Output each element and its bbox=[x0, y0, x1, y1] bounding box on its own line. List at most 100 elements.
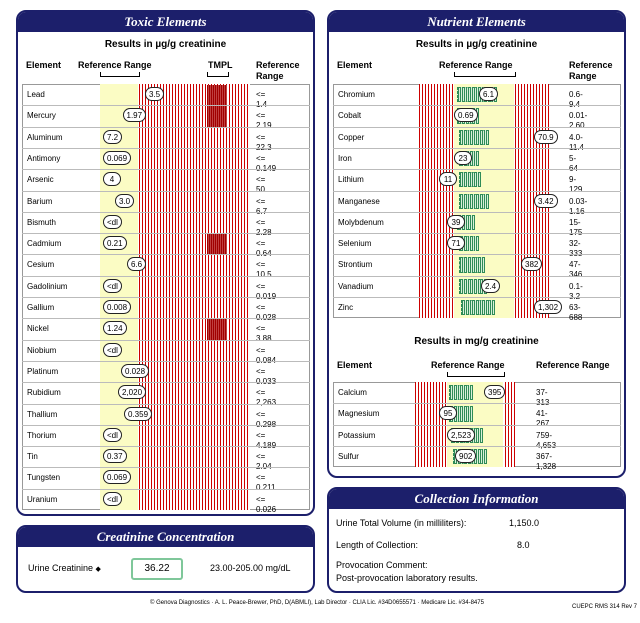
toxic-element-name: Cesium bbox=[27, 260, 55, 270]
nutrient-row-line bbox=[333, 233, 621, 235]
nutrient-reference-value: 759-4,653 bbox=[536, 430, 556, 450]
toxic-result-oval: <dl bbox=[103, 491, 122, 506]
nutrient-element-name: Molybdenum bbox=[338, 217, 384, 227]
nutrient-reference-value: 0.03-1.16 bbox=[569, 196, 588, 216]
nutrient-element-name: Selenium bbox=[338, 239, 372, 249]
creatinine-range: 23.00-205.00 mg/dL bbox=[210, 563, 291, 573]
nutrient-range-bar bbox=[449, 385, 473, 401]
nutrient-col-ref: Reference Range bbox=[569, 60, 613, 81]
toxic-element-name: Mercury bbox=[27, 111, 56, 121]
nutrient-result-oval: 1,302 bbox=[534, 300, 563, 314]
toxic-result-oval: <dl bbox=[103, 278, 122, 293]
nutrient-reference-value: 32-333 bbox=[569, 239, 582, 258]
toxic-row-line bbox=[22, 403, 310, 405]
nutrient-range-bar bbox=[461, 300, 495, 316]
comment-value: Post-provocation laboratory results. bbox=[336, 573, 478, 583]
toxic-element-name: Antimony bbox=[27, 153, 61, 163]
toxic-elements-panel: Toxic Elements Results in µg/g creatinin… bbox=[16, 10, 315, 516]
nutrient-reference-value: 15-175 bbox=[569, 217, 582, 237]
nutrient-element-name: Iron bbox=[338, 153, 352, 163]
nutrient-result-oval: 3.42 bbox=[534, 193, 558, 208]
nutrient-reference-value: 0.6-9.4 bbox=[569, 90, 583, 109]
nutrient-subtitle: Results in µg/g creatinine bbox=[415, 39, 538, 50]
toxic-reference-value: <= 0.149 bbox=[256, 153, 276, 173]
nutrient-row-line bbox=[333, 297, 621, 298]
toxic-element-name: Thorium bbox=[27, 430, 57, 440]
nutrient-row-line bbox=[333, 424, 621, 426]
nutrient-col-ref-2: Reference Range bbox=[536, 360, 610, 370]
comment-label: Provocation Comment: bbox=[336, 560, 428, 570]
toxic-element-name: Niobium bbox=[27, 345, 57, 355]
toxic-reference-value: <= 0.298 bbox=[256, 409, 276, 429]
volume-label: Urine Total Volume (in milliliters): bbox=[336, 518, 467, 528]
nutrient-row-line bbox=[333, 147, 621, 149]
toxic-result-oval: 0.37 bbox=[103, 449, 127, 464]
toxic-col-tmpl: TMPL bbox=[208, 60, 233, 70]
toxic-result-oval: 1.97 bbox=[122, 108, 147, 123]
creatinine-label-text: Urine Creatinine bbox=[28, 563, 94, 573]
toxic-reference-value: <= 2,263 bbox=[256, 388, 276, 407]
toxic-element-name: Gallium bbox=[27, 303, 55, 312]
nutrient-range-bar bbox=[459, 129, 489, 145]
toxic-row-line bbox=[22, 360, 310, 362]
toxic-reference-value: <= 0.084 bbox=[256, 345, 276, 365]
toxic-row-line bbox=[22, 105, 310, 107]
nutrient-row-line bbox=[333, 445, 621, 447]
nutrient-element-name: Magnesium bbox=[338, 409, 380, 419]
diamond-icon: ◆ bbox=[95, 566, 101, 573]
nutrient-result-oval: 0.69 bbox=[454, 108, 478, 123]
nutrient-range-bar bbox=[459, 257, 485, 273]
toxic-row-line bbox=[22, 233, 310, 235]
toxic-element-name: Arsenic bbox=[27, 175, 54, 185]
tmpl-band bbox=[207, 85, 227, 106]
tmpl-band bbox=[207, 234, 227, 255]
collection-title: Collection Information bbox=[329, 489, 624, 509]
toxic-reference-value: <= 0.028 bbox=[256, 303, 276, 322]
nutrient-result-oval: 95 bbox=[439, 406, 457, 421]
nutrient-elements-title: Nutrient Elements bbox=[329, 12, 624, 32]
volume-value: 1,150.0 bbox=[509, 518, 540, 528]
toxic-result-oval: 0.21 bbox=[103, 236, 127, 251]
nutrient-element-name: Lithium bbox=[338, 175, 364, 185]
nutrient-row-line bbox=[333, 105, 621, 107]
nutrient-element-name: Copper bbox=[338, 132, 365, 142]
toxic-range-bracket bbox=[100, 72, 140, 77]
nutrient-reference-value: 9-129 bbox=[569, 175, 582, 194]
nutrient-col-range-2: Reference Range bbox=[431, 360, 505, 370]
toxic-result-oval: 0.069 bbox=[103, 470, 132, 485]
nutrient-reference-value: 5-64 bbox=[569, 153, 578, 173]
nutrient-range-bracket-2 bbox=[447, 372, 505, 377]
footer-text: © Genova Diagnostics · A. L. Peace-Brewe… bbox=[150, 600, 484, 606]
toxic-result-oval: 0.359 bbox=[124, 406, 153, 421]
creatinine-value: 36.22 bbox=[131, 558, 183, 580]
nutrient-result-oval: 23 bbox=[454, 150, 472, 165]
toxic-result-oval: 0.069 bbox=[103, 150, 132, 165]
nutrient-row-line bbox=[333, 126, 621, 128]
toxic-reference-value: <= 22.3 bbox=[256, 132, 272, 152]
toxic-row-line bbox=[22, 446, 310, 448]
nutrient-result-oval: 6.1 bbox=[479, 87, 499, 101]
toxic-element-name: Lead bbox=[27, 90, 45, 99]
toxic-reference-value: <= 0.033 bbox=[256, 366, 276, 386]
toxic-row-line bbox=[22, 339, 310, 341]
toxic-elements-title: Toxic Elements bbox=[18, 12, 313, 32]
toxic-element-name: Gadolinium bbox=[27, 281, 68, 291]
toxic-result-oval: 7.2 bbox=[103, 129, 123, 144]
toxic-reference-value: <= 0.211 bbox=[256, 473, 275, 492]
nutrient-element-name: Cobalt bbox=[338, 111, 362, 121]
nutrient-reference-value: 4.0-11.4 bbox=[569, 132, 584, 152]
nutrient-result-oval: 382 bbox=[521, 257, 543, 272]
toxic-reference-value: <= 2.19 bbox=[256, 111, 272, 130]
nutrient-row-line bbox=[333, 190, 621, 192]
toxic-row-line bbox=[22, 126, 310, 128]
nutrient-reference-value: 47-346 bbox=[569, 260, 582, 279]
toxic-row-line bbox=[22, 382, 310, 384]
toxic-element-name: Barium bbox=[27, 196, 53, 206]
toxic-reference-value: <= 0.64 bbox=[256, 239, 272, 258]
nutrient-range-bar bbox=[459, 172, 481, 188]
nutrient-reference-value: 37-313 bbox=[536, 388, 549, 407]
nutrient-col-range: Reference Range bbox=[439, 60, 513, 70]
toxic-reference-value: <= 3.88 bbox=[256, 324, 272, 343]
nutrient-col-element-2: Element bbox=[337, 360, 373, 370]
toxic-reference-value: <= 0.026 bbox=[256, 494, 277, 514]
